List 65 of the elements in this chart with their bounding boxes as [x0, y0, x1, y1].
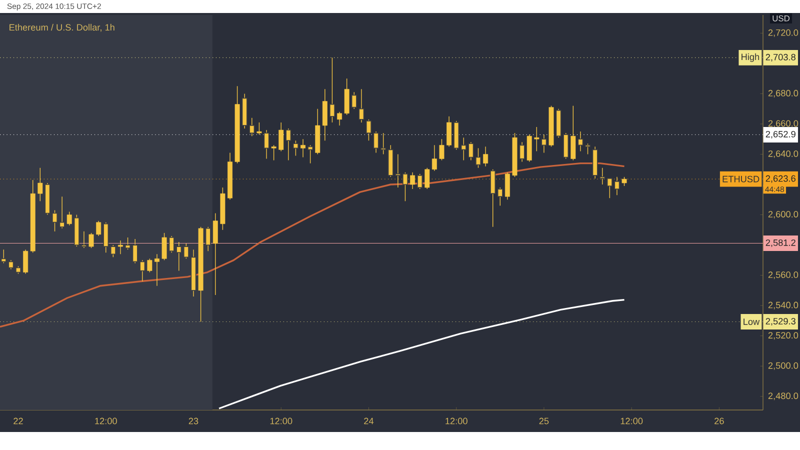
candlestick: [154, 254, 160, 286]
x-tick-label: 25: [539, 418, 549, 424]
candlestick: [125, 237, 131, 250]
y-tick-label: 2,600.0: [768, 211, 798, 219]
y-tick-label: 2,560.0: [768, 272, 798, 280]
candlestick: [585, 143, 591, 155]
candlestick: [52, 210, 58, 232]
candlestick: [147, 258, 152, 273]
ref-line-label: Low: [744, 318, 760, 325]
candlestick: [417, 174, 423, 190]
candlestick: [366, 119, 372, 141]
candlestick: [446, 116, 452, 148]
y-tick-label: 2,720.0: [768, 29, 798, 37]
ref-line-label: ETHUSD: [722, 176, 760, 182]
candlestick: [483, 146, 488, 167]
candlestick: [300, 138, 306, 158]
x-tick-label: 24: [364, 418, 374, 424]
line-series: [0, 162, 626, 328]
candlestick: [497, 187, 503, 206]
candlestick: [103, 222, 109, 253]
y-tick-label: 2,500.0: [768, 362, 798, 370]
y-axis-title: USD: [772, 15, 790, 22]
y-tick-label: 2,520.0: [768, 332, 798, 340]
candlestick: [329, 57, 335, 123]
candlestick: [358, 88, 364, 123]
x-tick-label: 12:00: [270, 418, 292, 424]
candlestick: [475, 148, 482, 168]
x-tick-label: 22: [14, 418, 23, 424]
y-tick-label: 2,660.0: [768, 120, 798, 128]
candlestick: [622, 176, 627, 186]
candlestick: [308, 144, 314, 164]
line-series: [218, 298, 626, 410]
y-tick-label: 2,680.0: [768, 90, 798, 98]
candlestick: [88, 232, 94, 248]
x-tick-label: 12:00: [620, 418, 643, 424]
candlestick: [410, 172, 416, 190]
x-tick-label: 12:00: [95, 418, 117, 424]
candlestick: [402, 172, 408, 202]
annotation: 2,652.9: [766, 130, 796, 138]
candlestick: [23, 249, 28, 274]
annotation: 2,623.6: [766, 175, 796, 183]
y-tick-label: 2,480.0: [768, 392, 798, 400]
x-tick-label: 26: [714, 418, 724, 424]
candlestick: [439, 138, 444, 161]
x-tick-label: 23: [188, 418, 198, 424]
candlestick: [600, 167, 606, 185]
candlestick: [424, 167, 430, 190]
y-tick-label: 2,640.0: [768, 150, 798, 158]
ref-line-label: High: [742, 53, 760, 62]
candlestick: [292, 140, 298, 156]
annotation: 2,581.2: [766, 239, 796, 247]
x-tick-label: 12:00: [446, 418, 468, 424]
annotation: 2,703.8: [766, 54, 796, 62]
candlestick: [432, 144, 437, 172]
candlestick: [490, 169, 496, 228]
candlestick: [110, 244, 116, 258]
annotation: 2,529.3: [766, 318, 796, 326]
y-tick-label: 2,540.0: [768, 302, 798, 310]
text: Ethereum / U.S. Dollar, 1h: [10, 24, 114, 32]
candlestick: [504, 172, 510, 200]
candlestick: [337, 112, 342, 126]
candlestick: [351, 92, 357, 110]
candlestick: [96, 220, 102, 236]
candlestick: [118, 240, 123, 254]
candlestick: [162, 232, 167, 261]
